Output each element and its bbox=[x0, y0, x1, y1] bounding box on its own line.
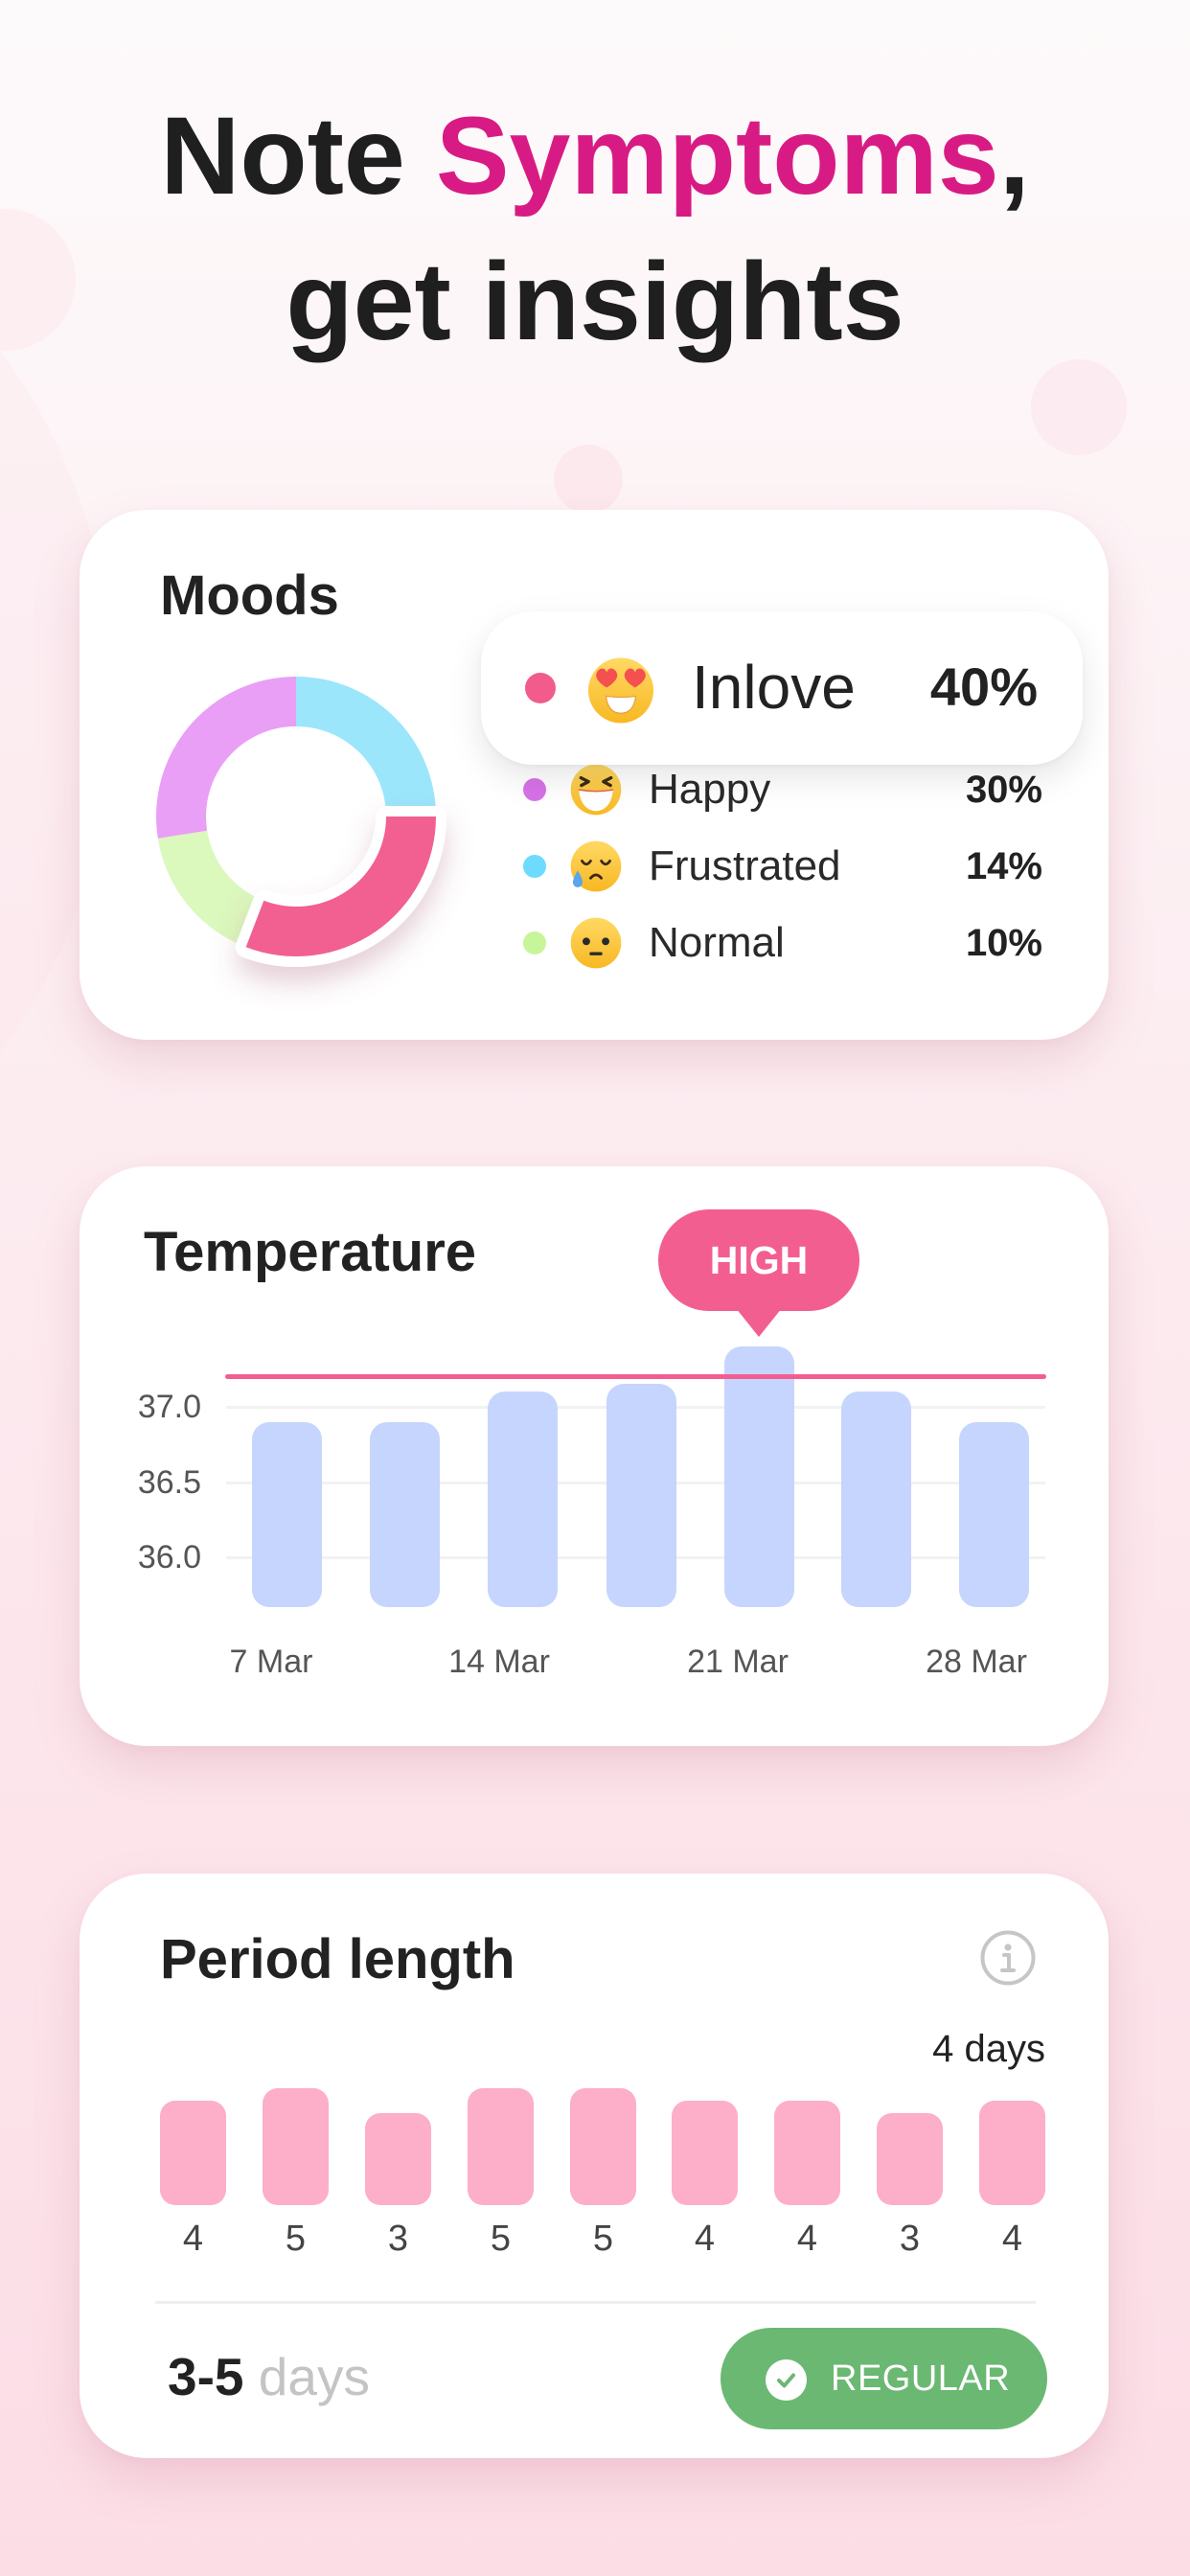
neutral-face-icon bbox=[570, 917, 622, 969]
check-circle-icon bbox=[766, 2359, 807, 2401]
temperature-threshold-line bbox=[225, 1374, 1046, 1380]
info-icon[interactable] bbox=[980, 1930, 1036, 1986]
donut-segment-inlove[interactable] bbox=[235, 806, 446, 967]
legend-value: 40% bbox=[929, 656, 1038, 717]
period-bar bbox=[877, 2113, 943, 2205]
period-length-card: Period length 4 days 4 5 3 5 5 4 4 3 4 3… bbox=[80, 1874, 1109, 2458]
background-decoration-circle bbox=[1031, 359, 1127, 455]
divider bbox=[155, 2301, 1036, 2304]
laughing-face-icon bbox=[570, 764, 622, 816]
donut-segment-normal[interactable] bbox=[157, 830, 264, 948]
headline-highlight: Symptoms bbox=[435, 95, 999, 218]
regular-status-badge: REGULAR bbox=[721, 2328, 1047, 2429]
legend-label: Inlove bbox=[692, 653, 856, 722]
mood-legend-item-normal[interactable]: Normal 10% bbox=[80, 914, 1109, 972]
legend-dot bbox=[523, 932, 546, 954]
donut-segment-happy[interactable] bbox=[156, 677, 296, 839]
legend-dot bbox=[525, 673, 556, 703]
y-axis-label: 37.0 bbox=[137, 1389, 201, 1425]
y-axis-label: 36.0 bbox=[137, 1539, 201, 1576]
period-bar bbox=[160, 2101, 226, 2205]
period-bar-value: 5 bbox=[285, 2219, 307, 2259]
headline-line-2: get insights bbox=[286, 241, 904, 363]
y-axis-label: 36.5 bbox=[137, 1464, 201, 1501]
headline-prefix: Note bbox=[160, 95, 436, 218]
legend-label: Normal bbox=[649, 919, 785, 966]
period-bar-value: 5 bbox=[490, 2219, 512, 2259]
temperature-bar bbox=[252, 1421, 322, 1607]
legend-value: 30% bbox=[965, 769, 1042, 811]
legend-dot bbox=[523, 855, 546, 878]
period-bar-value: 3 bbox=[387, 2219, 409, 2259]
legend-value: 10% bbox=[965, 922, 1042, 964]
legend-value: 14% bbox=[965, 845, 1042, 887]
high-temperature-badge: HIGH bbox=[658, 1209, 859, 1337]
x-axis-label: 14 Mar bbox=[448, 1644, 550, 1680]
period-bar-value: 3 bbox=[899, 2219, 921, 2259]
background-decoration-circle bbox=[554, 445, 623, 514]
period-bar-value: 4 bbox=[182, 2219, 204, 2259]
temperature-bar bbox=[606, 1384, 676, 1607]
moods-title: Moods bbox=[160, 564, 339, 627]
donut-segment-frustrated[interactable] bbox=[296, 677, 436, 816]
temperature-bar-high bbox=[724, 1346, 794, 1607]
period-bar bbox=[979, 2101, 1045, 2205]
period-bar-value: 4 bbox=[694, 2219, 716, 2259]
high-badge-label: HIGH bbox=[709, 1238, 809, 1282]
headline: Note Symptoms, get insights bbox=[0, 83, 1190, 375]
period-bar bbox=[263, 2088, 329, 2205]
moods-donut-chart bbox=[156, 677, 446, 967]
headline-line-1: Note Symptoms, bbox=[0, 83, 1190, 229]
period-range: 3-5 days bbox=[168, 2351, 370, 2404]
period-range-value: 3-5 bbox=[168, 2347, 244, 2406]
headline-suffix: , bbox=[998, 95, 1030, 218]
smiling-face-with-heart-eyes-icon bbox=[587, 657, 654, 724]
legend-dot bbox=[523, 778, 546, 801]
period-bar-value: 4 bbox=[796, 2219, 818, 2259]
legend-label: Frustrated bbox=[649, 842, 841, 889]
period-range-unit: days bbox=[243, 2347, 370, 2406]
sad-face-with-tear-icon bbox=[570, 840, 622, 892]
temperature-title: Temperature bbox=[144, 1221, 477, 1283]
x-axis-label: 28 Mar bbox=[926, 1644, 1027, 1680]
moods-card: Moods Happy 30% Frustrated 14% bbox=[80, 510, 1109, 1040]
current-period-length: 4 days bbox=[932, 2028, 1045, 2070]
x-axis-label: 21 Mar bbox=[687, 1644, 789, 1680]
temperature-bar bbox=[841, 1392, 911, 1607]
mood-highlight-popup-inlove[interactable]: Inlove 40% bbox=[481, 611, 1083, 765]
temperature-card: Temperature HIGH 37.0 36.5 36.0 7 Mar 14… bbox=[80, 1166, 1109, 1746]
period-bar bbox=[365, 2113, 431, 2205]
temperature-bar bbox=[959, 1421, 1029, 1607]
mood-legend-item-happy[interactable]: Happy 30% bbox=[80, 761, 1109, 818]
status-label: REGULAR bbox=[831, 2358, 1011, 2399]
mood-legend-item-frustrated[interactable]: Frustrated 14% bbox=[80, 838, 1109, 895]
temperature-bar bbox=[370, 1421, 440, 1607]
period-bar bbox=[468, 2088, 534, 2205]
temperature-bar bbox=[488, 1392, 558, 1607]
period-bar bbox=[570, 2088, 636, 2205]
x-axis-label: 7 Mar bbox=[229, 1644, 313, 1680]
period-bar-value: 4 bbox=[1001, 2219, 1023, 2259]
badge-pointer bbox=[736, 1308, 782, 1337]
legend-label: Happy bbox=[649, 766, 771, 813]
period-bar bbox=[774, 2101, 840, 2205]
period-bar bbox=[672, 2101, 738, 2205]
period-bar-value: 5 bbox=[592, 2219, 614, 2259]
period-length-title: Period length bbox=[160, 1928, 515, 1990]
